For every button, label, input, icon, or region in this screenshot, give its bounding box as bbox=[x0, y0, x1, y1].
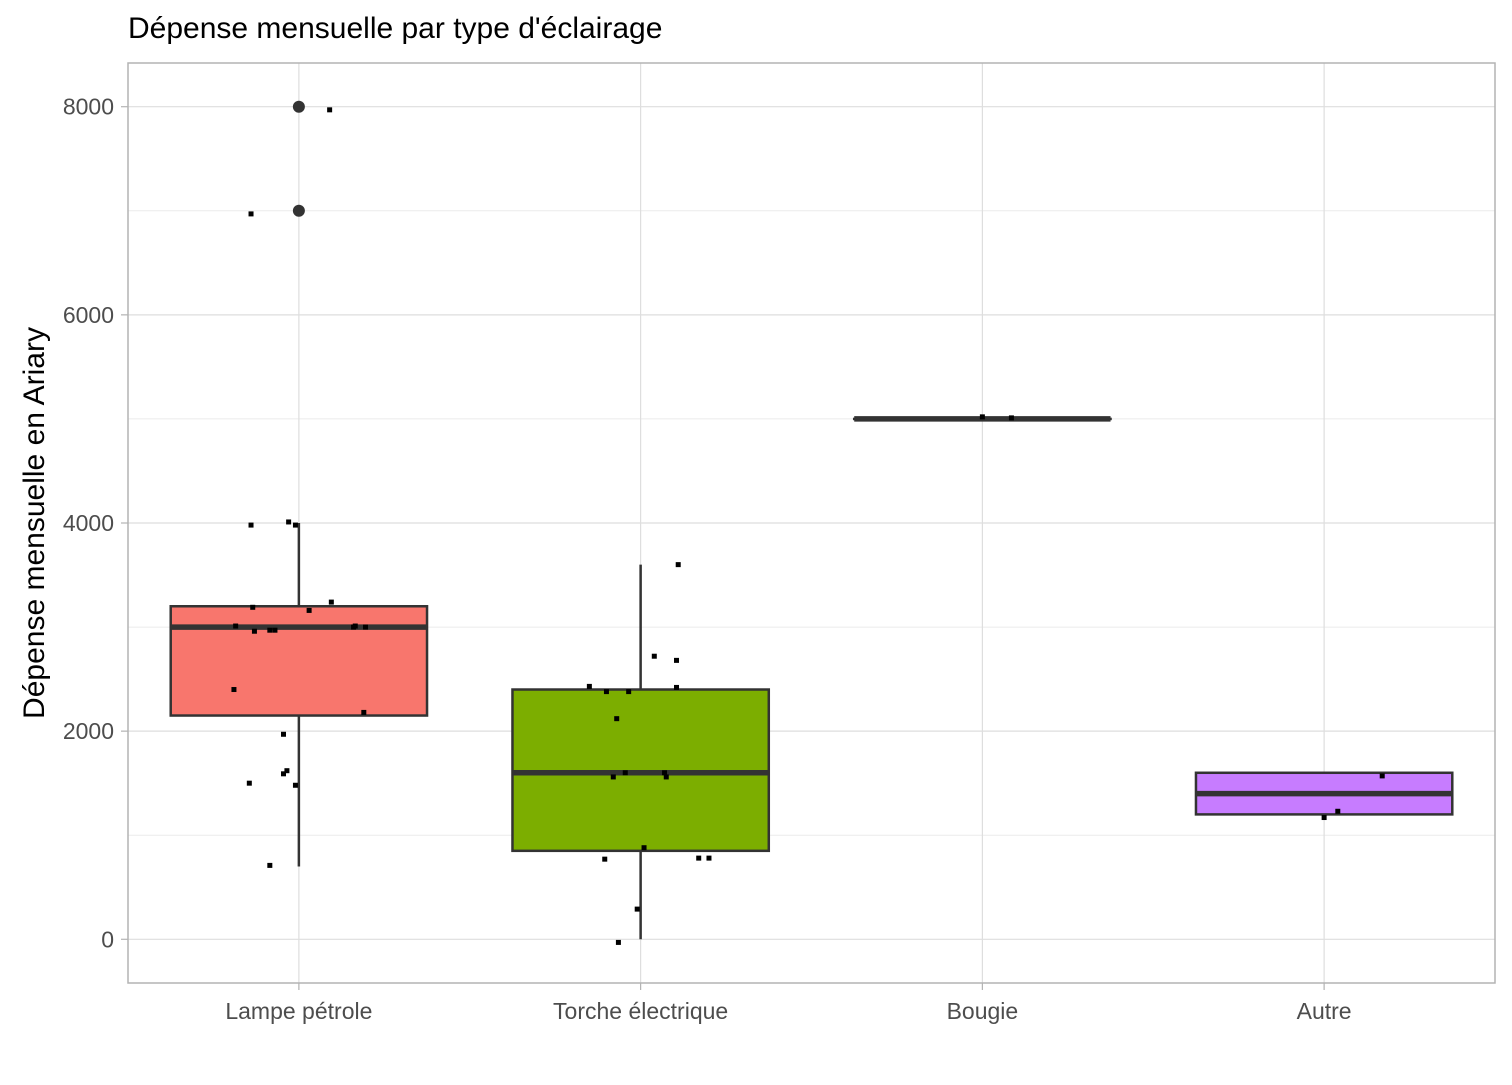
data-point bbox=[602, 857, 607, 862]
y-tick-label: 8000 bbox=[63, 94, 114, 120]
data-point bbox=[611, 774, 616, 779]
outlier-point bbox=[293, 205, 305, 217]
data-point bbox=[652, 654, 657, 659]
data-point bbox=[293, 523, 298, 528]
data-point bbox=[252, 629, 257, 634]
data-point bbox=[363, 625, 368, 630]
data-point bbox=[674, 658, 679, 663]
x-tick-label: Autre bbox=[1297, 998, 1352, 1024]
data-point bbox=[247, 781, 252, 786]
data-point bbox=[1009, 415, 1014, 420]
data-point bbox=[327, 107, 332, 112]
y-tick-label: 0 bbox=[101, 926, 114, 952]
data-point bbox=[329, 600, 334, 605]
data-point bbox=[1322, 815, 1327, 820]
y-tick-label: 6000 bbox=[63, 302, 114, 328]
data-point bbox=[284, 768, 289, 773]
x-tick-label: Torche électrique bbox=[553, 998, 728, 1024]
data-point bbox=[664, 774, 669, 779]
box-autre bbox=[1196, 773, 1452, 815]
data-point bbox=[250, 605, 255, 610]
data-point bbox=[587, 684, 592, 689]
outlier-point bbox=[293, 101, 305, 113]
axes-layer: 0 2000 4000 6000 8000 Lampe pétrole Torche éle… bbox=[63, 94, 1352, 1024]
data-point bbox=[249, 523, 254, 528]
data-point bbox=[307, 608, 312, 613]
box-torche-lectrique bbox=[512, 565, 768, 940]
data-point bbox=[1380, 773, 1385, 778]
y-axis-label: Dépense mensuelle en Ariary bbox=[18, 327, 51, 719]
data-point bbox=[267, 628, 272, 633]
data-point bbox=[635, 907, 640, 912]
data-point bbox=[616, 940, 621, 945]
data-point bbox=[980, 414, 985, 419]
data-point bbox=[249, 211, 254, 216]
data-point bbox=[1335, 809, 1340, 814]
data-point bbox=[361, 710, 366, 715]
data-point bbox=[623, 770, 628, 775]
chart-title: Dépense mensuelle par type d'éclairage bbox=[128, 12, 662, 46]
data-point bbox=[293, 783, 298, 788]
box-body bbox=[171, 606, 427, 715]
data-point bbox=[676, 562, 681, 567]
data-point bbox=[642, 845, 647, 850]
x-tick-label: Bougie bbox=[947, 998, 1019, 1024]
data-point bbox=[696, 856, 701, 861]
data-point bbox=[626, 689, 631, 694]
data-point bbox=[233, 624, 238, 629]
y-tick-label: 4000 bbox=[63, 510, 114, 536]
x-tick-label: Lampe pétrole bbox=[225, 998, 372, 1024]
data-point bbox=[674, 685, 679, 690]
data-point bbox=[286, 519, 291, 524]
data-point bbox=[353, 624, 358, 629]
data-point bbox=[267, 863, 272, 868]
data-point bbox=[604, 689, 609, 694]
data-point bbox=[272, 628, 277, 633]
jitter-points-layer bbox=[231, 107, 1384, 945]
y-tick-label: 2000 bbox=[63, 718, 114, 744]
data-point bbox=[231, 687, 236, 692]
grid-lines bbox=[128, 63, 1495, 983]
data-point bbox=[281, 732, 286, 737]
boxes-layer bbox=[171, 101, 1453, 940]
data-point bbox=[614, 716, 619, 721]
data-point bbox=[706, 856, 711, 861]
